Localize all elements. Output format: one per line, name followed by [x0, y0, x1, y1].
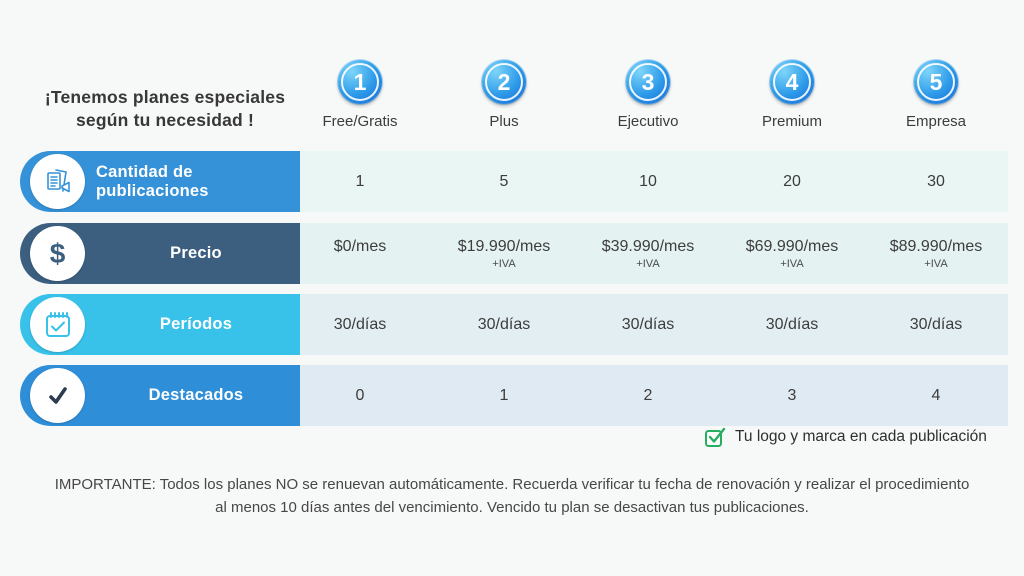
cell-destacados-empresa: 4: [931, 386, 941, 404]
table-row-precio: $ Precio $0/mes $19.990/mes +IVA $39.990/…: [0, 223, 1024, 284]
plan-name: Premium: [761, 113, 822, 130]
cell-precio-empresa: $89.990/mes +IVA: [889, 237, 983, 270]
logo-footnote-text: Tu logo y marca en cada publicación: [735, 428, 987, 445]
cell-publicaciones-free: 1: [355, 172, 365, 190]
row-header-pill: Cantidad de publicaciones: [20, 151, 300, 212]
row-value-band: [300, 151, 1008, 212]
cell-publicaciones-premium: 20: [783, 172, 801, 190]
documents-megaphone-icon: [30, 154, 85, 209]
table-row-destacados: Destacados 0 1 2 3 4: [0, 365, 1024, 426]
plan-column-premium: 4 Premium: [720, 60, 864, 138]
plan-name: Plus: [489, 113, 519, 130]
cell-publicaciones-empresa: 30: [927, 172, 945, 190]
plan-column-free: 1 Free/Gratis: [288, 60, 432, 138]
cell-destacados-plus: 1: [499, 386, 509, 404]
plan-number: 2: [497, 68, 511, 95]
cell-precio-plus: $19.990/mes +IVA: [457, 237, 551, 270]
cell-precio-free: $0/mes: [333, 238, 387, 255]
cell-publicaciones-ejecutivo: 10: [639, 172, 657, 190]
plan-number: 4: [785, 68, 799, 95]
row-header-pill: Períodos: [20, 294, 300, 355]
cell-periodos-premium: 30/días: [765, 315, 819, 333]
plan-number-badge: 3: [626, 60, 670, 104]
important-note-line1: IMPORTANTE: Todos los planes NO se renue…: [54, 476, 970, 493]
cell-precio-ejecutivo: $39.990/mes +IVA: [601, 237, 695, 270]
table-row-publicaciones: Cantidad de publicaciones 1 5 10 20 30: [0, 151, 1024, 212]
plan-number: 3: [641, 68, 655, 95]
plan-name: Free/Gratis: [322, 113, 398, 130]
plan-column-ejecutivo: 3 Ejecutivo: [576, 60, 720, 138]
row-label: Precio: [170, 244, 222, 262]
row-header-pill: Destacados: [20, 365, 300, 426]
row-value-band: [300, 365, 1008, 426]
row-value-band: [300, 223, 1008, 284]
plan-number-badge: 1: [338, 60, 382, 104]
cell-periodos-plus: 30/días: [477, 315, 531, 333]
green-checkbox-icon: [704, 426, 726, 448]
cell-precio-premium: $69.990/mes +IVA: [745, 237, 839, 270]
row-value-band: [300, 294, 1008, 355]
plan-header: 1 Free/Gratis 2 Plus 3 Ejecutivo 4 Premi…: [288, 60, 1008, 138]
plan-number-badge: 2: [482, 60, 526, 104]
page-title-line2: según tu necesidad !: [75, 109, 255, 130]
logo-footnote: Tu logo y marca en cada publicación: [704, 426, 987, 448]
page-title: ¡Tenemos planes especiales según tu nece…: [18, 86, 312, 132]
plan-name: Ejecutivo: [617, 113, 679, 130]
plan-number: 1: [353, 68, 367, 95]
cell-periodos-free: 30/días: [333, 315, 387, 333]
plan-number: 5: [929, 68, 943, 95]
page-title-line1: ¡Tenemos planes especiales: [44, 87, 286, 107]
cell-destacados-premium: 3: [787, 386, 797, 404]
cell-destacados-ejecutivo: 2: [643, 386, 653, 404]
important-note: IMPORTANTE: Todos los planes NO se renue…: [0, 474, 1024, 519]
plan-column-plus: 2 Plus: [432, 60, 576, 138]
plan-column-empresa: 5 Empresa: [864, 60, 1008, 138]
important-note-line2: al menos 10 días antes del vencimiento. …: [215, 498, 809, 516]
plan-number-badge: 5: [914, 60, 958, 104]
plan-number-badge: 4: [770, 60, 814, 104]
plan-name: Empresa: [905, 113, 967, 130]
calendar-check-icon: [30, 297, 85, 352]
row-header-pill: $ Precio: [20, 223, 300, 284]
row-label: Cantidad de publicaciones: [96, 162, 209, 200]
row-label: Períodos: [159, 315, 233, 333]
cell-destacados-free: 0: [355, 386, 365, 404]
cell-periodos-empresa: 30/días: [909, 315, 963, 333]
row-label: Destacados: [148, 386, 244, 404]
table-row-periodos: Períodos 30/días 30/días 30/días 30/días…: [0, 294, 1024, 355]
checkmark-icon: [30, 368, 85, 423]
cell-publicaciones-plus: 5: [499, 172, 509, 190]
dollar-icon: $: [30, 226, 85, 281]
cell-periodos-ejecutivo: 30/días: [621, 315, 675, 333]
